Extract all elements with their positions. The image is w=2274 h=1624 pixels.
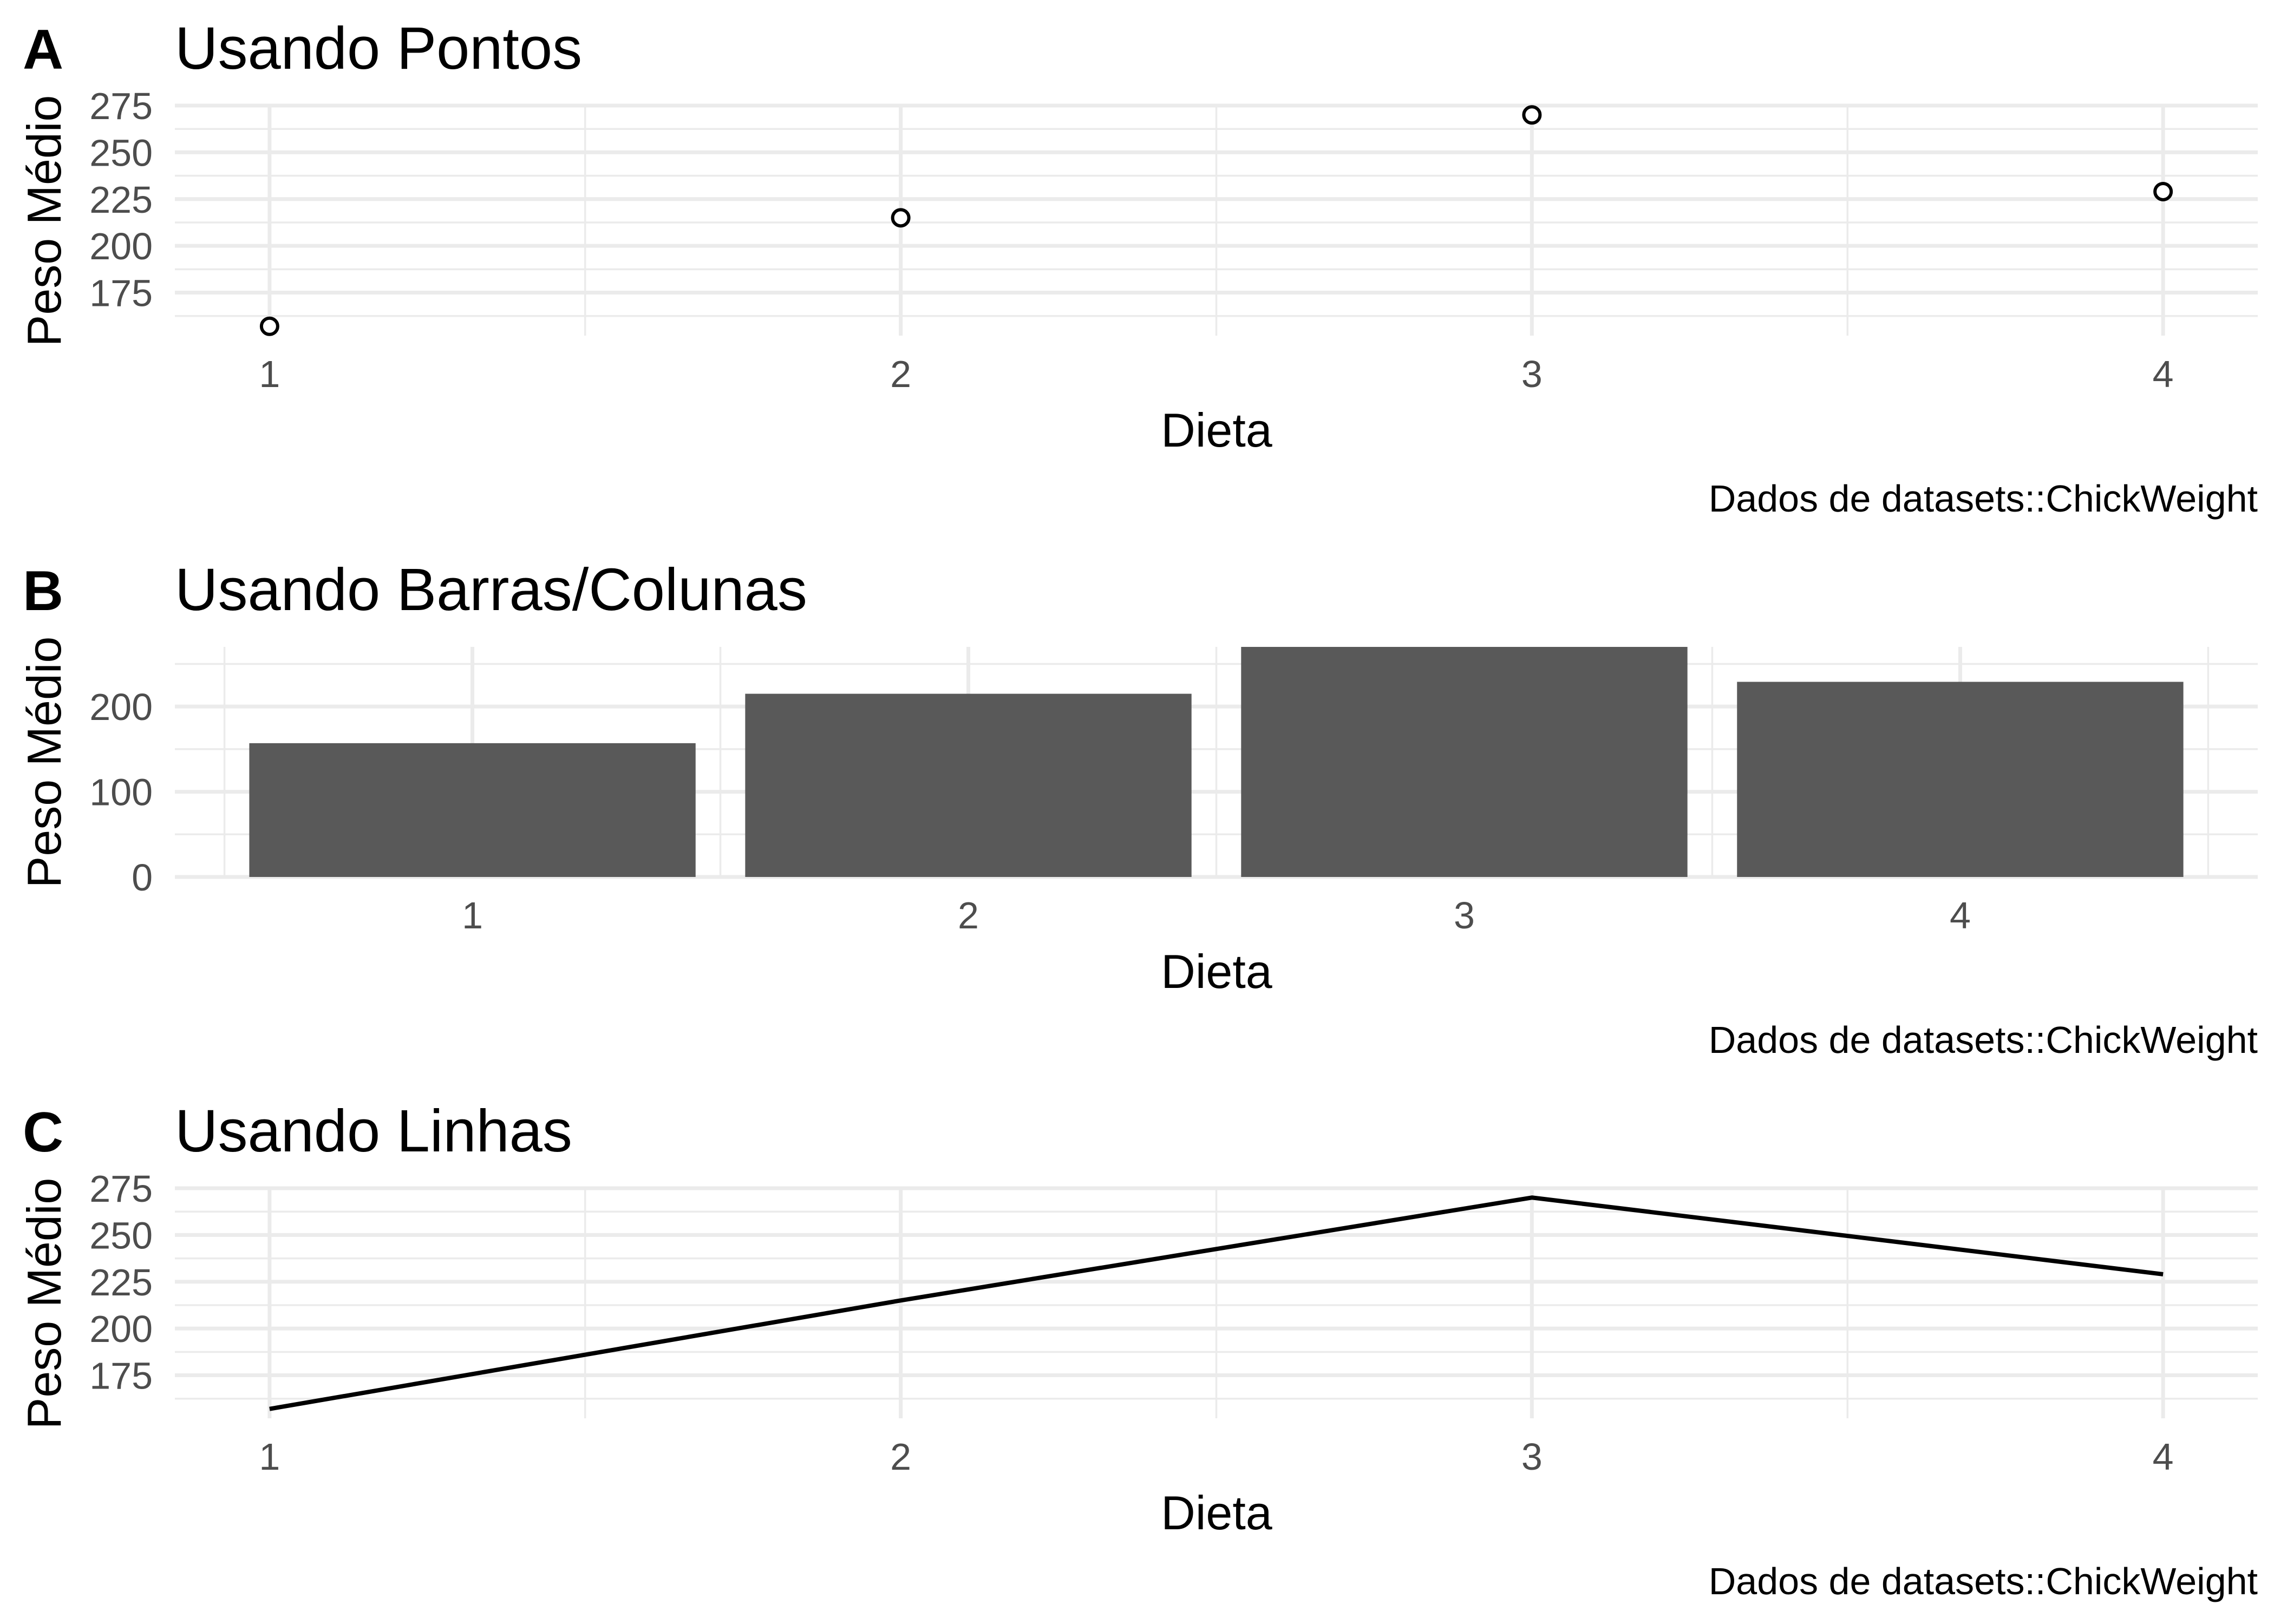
- y-tick-label: 275: [89, 1168, 153, 1210]
- panel-title: Usando Barras/Colunas: [175, 556, 807, 623]
- caption: Dados de datasets::ChickWeight: [1709, 1560, 2258, 1602]
- y-tick-label: 250: [89, 1214, 153, 1256]
- x-tick-label: 4: [2153, 1436, 2174, 1478]
- panel-title: Usando Pontos: [175, 15, 582, 82]
- data-point: [1522, 105, 1542, 125]
- y-tick-label: 275: [89, 85, 153, 127]
- y-tick-label: 100: [89, 771, 153, 814]
- x-tick-label: 4: [1950, 894, 1971, 937]
- series-line: [269, 1195, 2164, 1411]
- y-tick-label: 225: [89, 179, 153, 221]
- y-axis-title: Peso Médio: [17, 637, 71, 888]
- x-tick-label: 2: [958, 894, 979, 937]
- panel-b: B Usando Barras/Colunas 0 100 200 1 2 3 4 Peso…: [17, 556, 2258, 1061]
- x-axis-title: Dieta: [1161, 945, 1272, 998]
- caption: Dados de datasets::ChickWeight: [1709, 1019, 2258, 1061]
- x-tick-label: 3: [1521, 353, 1543, 395]
- y-tick-label: 225: [89, 1261, 153, 1304]
- data-point: [891, 208, 911, 228]
- bar: [1241, 647, 1688, 877]
- data-point: [2153, 181, 2173, 201]
- x-axis-title: Dieta: [1161, 1486, 1272, 1540]
- y-axis-title: Peso Médio: [17, 95, 71, 347]
- x-tick-label: 2: [890, 353, 911, 395]
- x-axis-title: Dieta: [1161, 403, 1272, 457]
- bar: [1737, 682, 2184, 877]
- y-tick-label: 250: [89, 132, 153, 174]
- y-tick-label: 200: [89, 225, 153, 267]
- x-tick-label: 1: [259, 1436, 280, 1478]
- y-tick-label: 200: [89, 1308, 153, 1350]
- plot-area: 0 100 200 1 2 3 4: [89, 647, 2258, 937]
- panel-tag: C: [23, 1101, 63, 1164]
- x-tick-label: 3: [1521, 1436, 1543, 1478]
- y-tick-label: 0: [132, 856, 153, 899]
- y-tick-label: 175: [89, 1355, 153, 1397]
- caption: Dados de datasets::ChickWeight: [1709, 477, 2258, 520]
- panel-tag: A: [23, 18, 63, 81]
- y-tick-label: 175: [89, 272, 153, 315]
- data-point: [259, 316, 279, 336]
- x-tick-label: 3: [1454, 894, 1475, 937]
- bar: [745, 693, 1192, 877]
- bar: [249, 743, 696, 877]
- y-tick-label: 200: [89, 686, 153, 728]
- x-tick-label: 1: [462, 894, 483, 937]
- x-tick-label: 1: [259, 353, 280, 395]
- panel-tag: B: [23, 560, 63, 623]
- x-tick-label: 2: [890, 1436, 911, 1478]
- panel-title: Usando Linhas: [175, 1098, 572, 1164]
- x-tick-label: 4: [2153, 353, 2174, 395]
- y-axis-title: Peso Médio: [17, 1178, 71, 1430]
